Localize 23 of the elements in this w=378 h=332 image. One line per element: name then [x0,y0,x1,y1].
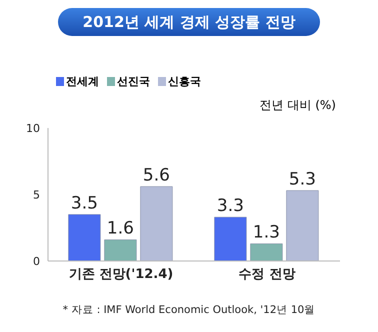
data-label: 3.5 [70,193,98,214]
y-tick-label: 10 [26,122,40,135]
bar [104,239,137,261]
x-tick-label: 수정 전망 [238,267,296,282]
data-label: 5.6 [142,166,170,186]
y-axis-title: 전년 대비 (%) [258,97,337,114]
bar [286,190,319,261]
x-tick-label: 기존 전망('12.4) [68,267,174,282]
legend-label: 전세계 [65,74,99,89]
data-label: 3.3 [216,196,244,216]
bar [68,214,101,261]
data-label: 1.6 [106,218,134,239]
legend-label: 신흥국 [167,74,201,89]
chart-title: 2012년 세계 경제 성장률 전망 [58,8,320,36]
text: * 자료 : IMF World Economic Outlook, '12년 10월 [62,303,316,317]
data-label: 1.3 [252,222,280,243]
data-label: 5.3 [288,170,316,190]
y-tick-label: 0 [33,254,40,268]
legend-label: 선진국 [116,74,150,89]
bar [214,216,247,261]
y-tick-label: 5 [33,188,40,202]
bar [140,186,173,261]
bar [250,243,283,261]
